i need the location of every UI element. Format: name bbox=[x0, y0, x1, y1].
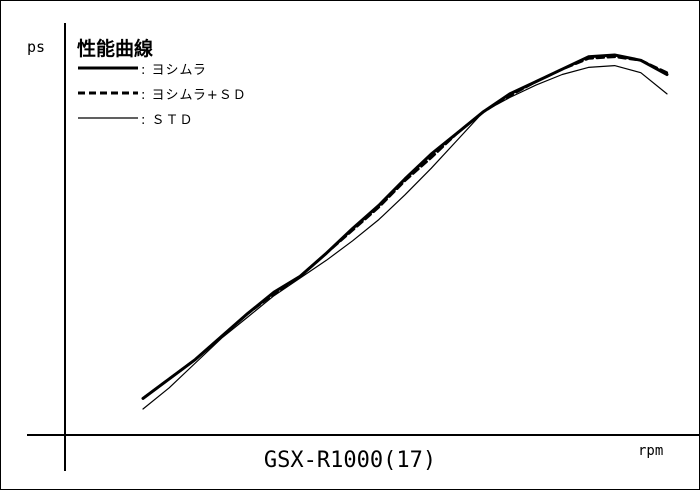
legend-item-yoshimura: : ヨシムラ bbox=[78, 61, 258, 86]
legend-item-std: : ＳＴＤ bbox=[78, 111, 258, 136]
legend-label: : ＳＴＤ bbox=[141, 113, 194, 128]
x-axis-label: rpm bbox=[638, 443, 664, 459]
legend-swatch-solid-thin bbox=[78, 117, 138, 119]
legend-swatch-dashed bbox=[78, 91, 138, 95]
y-axis-label: ps bbox=[27, 38, 46, 56]
legend-label: : ヨシムラ bbox=[141, 63, 207, 78]
legend-label: : ヨシムラ+ＳＤ bbox=[141, 88, 247, 103]
legend-item-yoshimura-sd: : ヨシムラ+ＳＤ bbox=[78, 86, 258, 111]
legend: : ヨシムラ : ヨシムラ+ＳＤ : ＳＴＤ bbox=[78, 61, 258, 136]
series-line-solid-thin bbox=[142, 64, 668, 410]
model-label: GSX-R1000(17) bbox=[263, 448, 437, 473]
chart-title: 性能曲線 bbox=[77, 38, 154, 60]
legend-swatch-solid-bold bbox=[78, 66, 138, 70]
series-layer bbox=[141, 53, 669, 410]
series-line-solid-bold bbox=[141, 53, 669, 400]
